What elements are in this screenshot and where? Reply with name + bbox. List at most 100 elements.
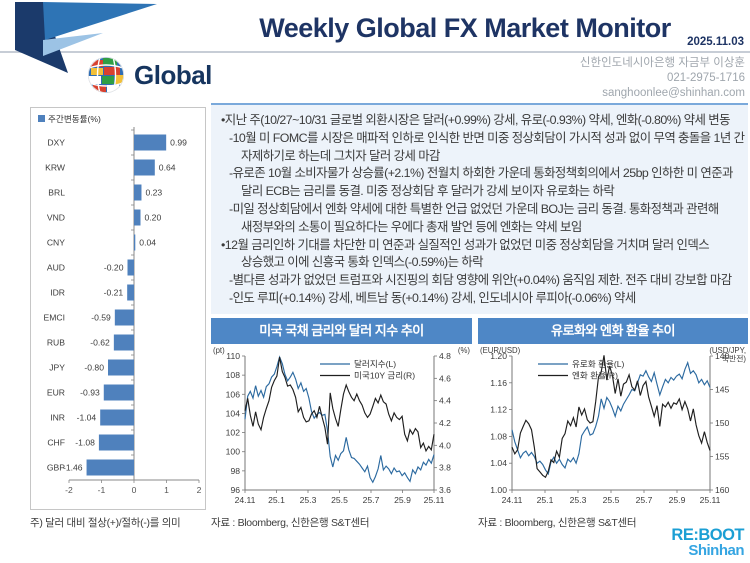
svg-text:3.6: 3.6	[439, 485, 451, 495]
svg-text:-0.80: -0.80	[84, 363, 104, 373]
svg-text:CNY: CNY	[47, 238, 65, 248]
header-divider	[0, 51, 750, 53]
chart-title-us-rates: 미국 국채 금리와 달러 지수 추이	[211, 318, 472, 344]
source-label-left: 자료 : Bloomberg, 신한은행 S&T센터	[211, 517, 370, 529]
svg-text:0: 0	[132, 485, 137, 495]
svg-text:1.08: 1.08	[490, 431, 507, 441]
us-rates-dollar-chart-box: 미국 국채 금리와 달러 지수 추이 96 98 100 102 104 106 108 11…	[211, 318, 472, 515]
svg-text:25.9: 25.9	[394, 495, 411, 505]
commentary-line: - 별다른 성과가 없었던 트럼프와 시진핑의 회담 영향에 위안(+0.04%…	[229, 273, 732, 288]
svg-text:4.6: 4.6	[439, 373, 451, 383]
svg-text:KRW: KRW	[45, 163, 66, 173]
bar-chart-footnote: 주) 달러 대비 절상(+)/절하(-)를 의미	[30, 517, 181, 529]
contact-line: 신한인도네시아은행 자금부 이상훈	[579, 57, 745, 69]
bar-chart-svg: 주간변동률(%) DXY 0.99 KRW 0.64 BRL 0.23 VND 0.20 CNY 0…	[38, 114, 202, 495]
commentary-line: - 10월 미 FOMC를 시장은 매파적 인하로 인식한 반면 미중 정상회담…	[229, 130, 745, 145]
chart-title-eur-jpy: 유로화와 엔화 환율 추이	[478, 318, 748, 344]
commentary-line: • 12월 금리인하 기대를 차단한 미 연준과 실질적인 성과가 없었던 미중…	[221, 237, 710, 252]
svg-text:-1.46: -1.46	[63, 463, 83, 473]
svg-text:1.20: 1.20	[490, 351, 507, 361]
svg-text:IDR: IDR	[50, 288, 65, 298]
svg-text:(EUR/USD): (EUR/USD)	[480, 346, 521, 355]
svg-text:(pt): (pt)	[213, 346, 225, 355]
svg-text:106: 106	[226, 389, 241, 399]
svg-text:104: 104	[226, 408, 241, 418]
svg-text:BRL: BRL	[48, 188, 65, 198]
svg-text:160: 160	[715, 485, 730, 495]
source-label-right: 자료 : Bloomberg, 신한은행 S&T센터	[478, 517, 637, 529]
svg-text:0.99: 0.99	[170, 138, 187, 148]
svg-text:140: 140	[715, 351, 730, 361]
report-date: 2025.11.03	[687, 36, 744, 48]
svg-text:24.11: 24.11	[235, 495, 256, 505]
svg-text:AUD: AUD	[47, 263, 65, 273]
svg-text:-0.93: -0.93	[80, 388, 100, 398]
svg-text:0.64: 0.64	[159, 163, 176, 173]
svg-text:-0.59: -0.59	[91, 313, 111, 323]
svg-text:(%): (%)	[458, 346, 471, 355]
svg-text:유로화 환율(L): 유로화 환율(L)	[572, 358, 625, 369]
svg-text:-2: -2	[65, 485, 73, 495]
global-brand: Global	[87, 56, 212, 94]
commentary-line: 새정부와의 소통이 필요하다는 우에다 총재 발언 등에 엔화는 약세 보임	[241, 219, 582, 234]
svg-text:25.9: 25.9	[669, 495, 686, 505]
svg-text:25.7: 25.7	[363, 495, 380, 505]
svg-text:0.23: 0.23	[145, 188, 162, 198]
svg-text:-1.08: -1.08	[75, 438, 95, 448]
commentary-line: - 미일 정상회담에서 엔화 약세에 대한 특별한 언급 없었던 가운데 BOJ…	[229, 201, 719, 216]
globe-flags-icon	[87, 56, 125, 94]
svg-text:RUB: RUB	[47, 338, 65, 348]
commentary-line: 자제하기로 하는데 그치자 달러 강세 마감	[241, 148, 440, 163]
svg-text:0.20: 0.20	[145, 213, 162, 223]
svg-text:JPY: JPY	[49, 363, 65, 373]
svg-text:1.00: 1.00	[490, 485, 507, 495]
weekly-change-bar-panel: 주간변동률(%) DXY 0.99 KRW 0.64 BRL 0.23 VND 0.20 CNY 0…	[30, 107, 206, 510]
svg-text:25.1: 25.1	[268, 495, 285, 505]
svg-text:25.5: 25.5	[331, 495, 348, 505]
svg-text:4.2: 4.2	[439, 418, 451, 428]
svg-text:VND: VND	[47, 213, 65, 223]
svg-text:DXY: DXY	[47, 138, 65, 148]
svg-text:CHF: CHF	[47, 438, 65, 448]
svg-text:-0.21: -0.21	[104, 288, 124, 298]
svg-text:25.7: 25.7	[636, 495, 653, 505]
contact-info: 신한인도네시아은행 자금부 이상훈 021-2975-1716 sanghoonle…	[580, 56, 745, 101]
svg-text:-1.04: -1.04	[77, 413, 97, 423]
svg-text:(USD/JPY,: (USD/JPY,	[709, 346, 746, 355]
page-title: Weekly Global FX Market Monitor	[259, 13, 671, 43]
svg-text:150: 150	[715, 418, 730, 428]
svg-text:EUR: EUR	[47, 388, 65, 398]
svg-text:미국10Y 금리(R): 미국10Y 금리(R)	[354, 371, 415, 381]
svg-text:GBP: GBP	[47, 463, 65, 473]
svg-text:102: 102	[226, 428, 241, 438]
svg-text:2: 2	[197, 485, 202, 495]
svg-text:25.1: 25.1	[537, 495, 554, 505]
svg-text:-1: -1	[98, 485, 106, 495]
reboot-logo-line2: Shinhan	[688, 542, 744, 559]
svg-text:98: 98	[230, 466, 240, 476]
eur-jpy-chart-box: 유로화와 엔화 환율 추이 1.00 1.04 1.08 1.12 1.16 1.20 14…	[478, 318, 748, 515]
commentary-line: • 지난 주(10/27~10/31 글로벌 외환시장은 달러(+0.99%) …	[221, 113, 731, 127]
svg-text:엔화 환율(R): 엔화 환율(R)	[572, 370, 618, 381]
svg-text:25.3: 25.3	[570, 495, 587, 505]
svg-text:4.8: 4.8	[439, 351, 451, 361]
svg-text:INR: INR	[50, 413, 65, 423]
svg-text:110: 110	[226, 351, 240, 361]
svg-text:25.11: 25.11	[700, 495, 721, 505]
svg-text:1: 1	[164, 485, 169, 495]
shinhan-corner-logo	[15, 2, 157, 73]
reboot-shinhan-logo: RE:BOOT Shinhan	[671, 527, 744, 559]
svg-text:145: 145	[715, 385, 730, 395]
contact-line: sanghoonlee@shinhan.com	[602, 87, 745, 99]
us-rates-dollar-chart-svg: 96 98 100 102 104 106 108 110 3.6 3.8 4.0 4.2 4.4 4.6…	[213, 346, 471, 505]
svg-text:0.04: 0.04	[139, 238, 156, 248]
svg-text:4.0: 4.0	[439, 440, 451, 450]
svg-text:-0.62: -0.62	[90, 338, 110, 348]
svg-text:24.11: 24.11	[502, 495, 523, 505]
svg-text:1.16: 1.16	[490, 378, 507, 388]
commentary-line: - 인도 루피(+0.14%) 강세, 베트남 동(+0.14%) 강세, 인도…	[229, 290, 636, 305]
svg-text:1.12: 1.12	[490, 405, 507, 415]
market-commentary-panel: • 지난 주(10/27~10/31 글로벌 외환시장은 달러(+0.99%) …	[211, 103, 748, 314]
svg-text:-0.20: -0.20	[104, 263, 124, 273]
